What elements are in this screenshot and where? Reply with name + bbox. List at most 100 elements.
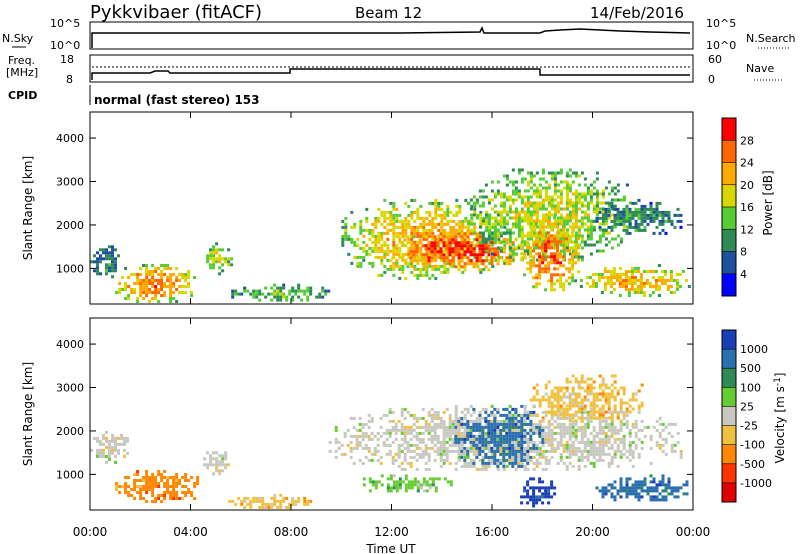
- velocity-colorbar-label: Velocity [m s-1]: [773, 372, 787, 463]
- x-tick-label: 04:00: [173, 525, 208, 539]
- x-tick-label: 16:00: [475, 525, 510, 539]
- freq-label-line2: [MHz]: [6, 66, 38, 79]
- velocity-region: [90, 430, 129, 464]
- power-colorbar-swatch: [722, 140, 736, 163]
- velocity-region: [362, 474, 453, 493]
- date-label: 14/Feb/2016: [590, 4, 684, 22]
- beam-label: Beam 12: [355, 4, 422, 22]
- velocity-region: [203, 451, 231, 476]
- velocity-colorbar-tick: -100: [740, 439, 765, 452]
- velocity-colorbar-swatch: [722, 482, 736, 503]
- power-ytick-label: 4000: [56, 132, 84, 145]
- power-region: [391, 229, 533, 272]
- power-colorbar-tick: 16: [740, 201, 754, 214]
- velocity-colorbar-tick: -25: [740, 420, 758, 433]
- power-region: [579, 264, 691, 297]
- power-colorbar-swatch: [722, 162, 736, 186]
- power-colorbar-swatch: [722, 251, 736, 275]
- power-colorbar-swatch: [722, 229, 736, 252]
- velocity-label-units: [m s: [773, 386, 787, 412]
- power-colorbar-swatch: [722, 184, 736, 208]
- cpid-label: CPID: [8, 89, 37, 102]
- freq-left-tick-top: 18: [60, 53, 74, 66]
- power-region: [231, 283, 331, 302]
- velocity-colorbar-swatch: [722, 444, 736, 465]
- power-region: [206, 242, 234, 276]
- velocity-label-main: Velocity: [773, 416, 787, 463]
- power-region: [592, 198, 683, 235]
- power-data: [90, 168, 691, 303]
- velocity-region: [454, 404, 545, 468]
- noise-sky-label: N.Sky: [2, 32, 34, 45]
- velocity-colorbar-swatch: [722, 463, 736, 484]
- velocity-ylabel: Slant Range [km]: [21, 362, 35, 466]
- x-axis-label: Time UT: [365, 542, 416, 554]
- freq-left-tick-bottom: 8: [66, 73, 73, 86]
- freq-trace: [91, 68, 690, 80]
- velocity-data: [90, 374, 689, 509]
- noise-right-tick-top: 10^5: [706, 17, 736, 30]
- velocity-colorbar: 1000 500 100 25 -25 -100 -500 -1000: [721, 329, 772, 503]
- power-colorbar: 28 24 20 16 12 8 4: [721, 117, 754, 297]
- x-axis: 00:00 04:00 08:00 12:00 16:00 20:00 00:00: [73, 112, 711, 539]
- velocity-label-close: ]: [773, 372, 787, 377]
- velocity-colorbar-tick: 1000: [740, 343, 768, 356]
- velocity-colorbar-swatch: [722, 349, 736, 369]
- noise-left-tick-top: 10^5: [50, 17, 80, 30]
- plot-title: Pykkvibaer (fitACF): [90, 2, 262, 23]
- noise-panel: N.Sky 10^5 10^0 10^5 10^0 N.Search: [2, 17, 796, 52]
- x-tick-label: 20:00: [575, 525, 610, 539]
- freq-panel: Freq. [MHz] 18 8 60 0 Nave CPID normal (…: [6, 53, 782, 107]
- velocity-panel: 1000 2000 3000 4000 Slant Range [km] 1000 50…: [21, 317, 787, 511]
- velocity-colorbar-tick: 100: [740, 381, 761, 394]
- velocity-region: [228, 493, 313, 509]
- velocity-colorbar-swatch: [722, 406, 736, 427]
- velocity-colorbar-swatch: [722, 387, 736, 407]
- velocity-colorbar-tick: -500: [740, 458, 765, 471]
- velocity-region: [595, 474, 689, 502]
- noise-left-tick-bottom: 10^0: [50, 39, 80, 52]
- power-colorbar-swatch: [722, 273, 736, 297]
- velocity-region: [529, 374, 644, 423]
- velocity-region: [115, 470, 200, 503]
- x-tick-label: 00:00: [73, 525, 108, 539]
- noise-search-label: N.Search: [746, 32, 796, 45]
- velocity-region: [520, 477, 557, 508]
- noise-sky-trace: [91, 26, 691, 48]
- velocity-ytick-label: 3000: [56, 382, 84, 395]
- power-panel: 1000 2000 3000 4000 Slant Range [km] 28 24 20…: [21, 111, 775, 305]
- freq-label-line1: Freq.: [8, 54, 35, 67]
- velocity-ytick-label: 4000: [56, 338, 84, 351]
- velocity-ytick-label: 1000: [56, 468, 84, 481]
- power-colorbar-tick: 12: [740, 223, 754, 236]
- power-colorbar-tick: 20: [740, 179, 754, 192]
- velocity-label-exp: -1: [773, 377, 783, 386]
- power-colorbar-tick: 4: [740, 268, 747, 281]
- noise-right-tick-bottom: 10^0: [706, 39, 736, 52]
- power-region: [115, 264, 197, 303]
- cpid-text: normal (fast stereo) 153: [94, 93, 260, 107]
- power-colorbar-tick: 28: [740, 134, 754, 147]
- power-colorbar-swatch: [722, 207, 736, 230]
- freq-right-tick-bottom: 0: [708, 73, 715, 86]
- power-region: [90, 245, 120, 279]
- power-colorbar-tick: 24: [740, 157, 754, 170]
- power-colorbar-tick: 8: [740, 246, 747, 259]
- x-tick-label: 12:00: [374, 525, 409, 539]
- power-region: [341, 198, 507, 280]
- x-tick-label: 00:00: [676, 525, 711, 539]
- velocity-colorbar-tick: 500: [740, 362, 761, 375]
- velocity-colorbar-swatch: [722, 425, 736, 446]
- x-tick-label: 08:00: [274, 525, 309, 539]
- velocity-colorbar-tick: -1000: [740, 477, 772, 490]
- nave-label: Nave: [746, 62, 774, 75]
- velocity-colorbar-swatch: [722, 368, 736, 388]
- power-colorbar-label: Power [dB]: [761, 170, 775, 235]
- freq-right-tick-top: 60: [708, 53, 722, 66]
- power-ylabel: Slant Range [km]: [21, 156, 35, 260]
- power-ytick-label: 3000: [56, 176, 84, 189]
- power-ytick-label: 2000: [56, 219, 84, 232]
- power-colorbar-swatch: [722, 118, 736, 141]
- velocity-ytick-label: 2000: [56, 425, 84, 438]
